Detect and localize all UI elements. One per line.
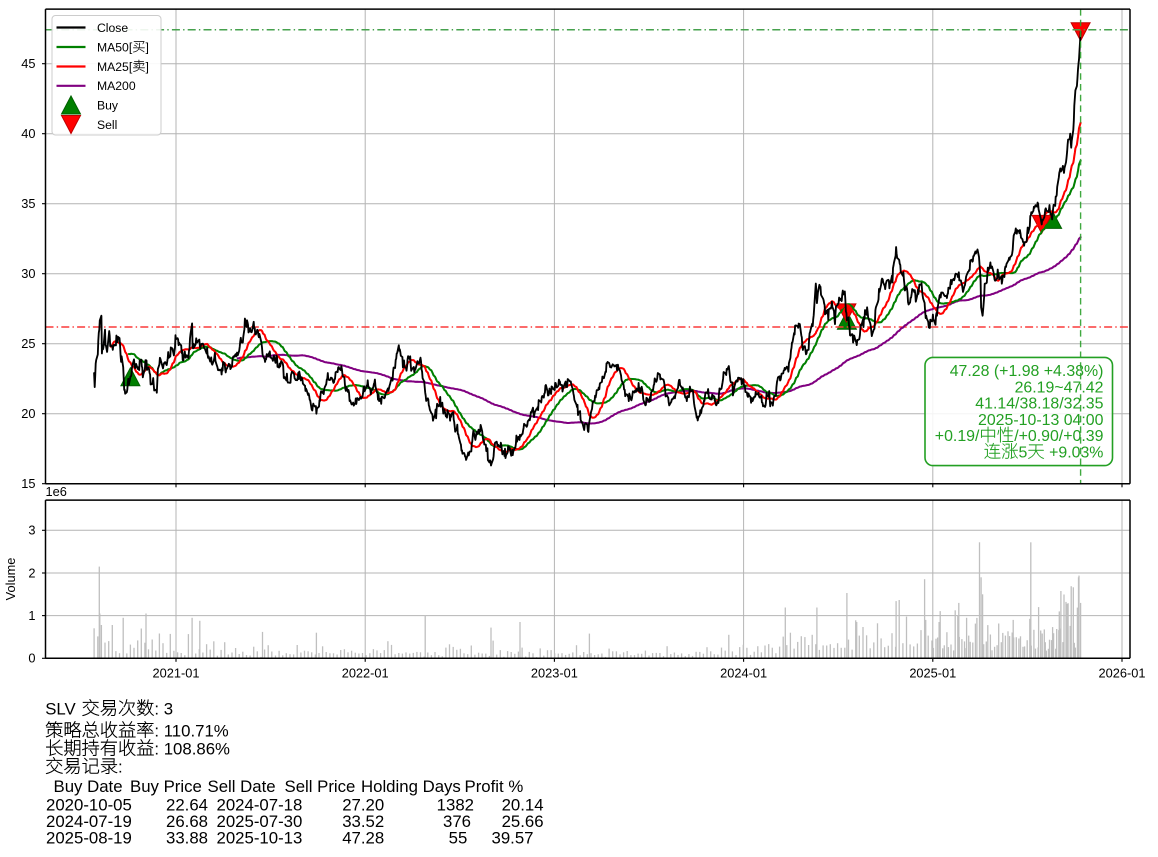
svg-text:]: ] — [146, 40, 149, 54]
svg-text:+9.03%: +9.03% — [1045, 445, 1104, 462]
svg-text:MA25[: MA25[ — [97, 60, 133, 74]
svg-text:2024-01: 2024-01 — [720, 666, 767, 681]
svg-text:55: 55 — [449, 829, 468, 848]
svg-text:Buy Date: Buy Date — [54, 777, 123, 796]
svg-text:: 3: : 3 — [154, 700, 173, 719]
svg-text:2022-01: 2022-01 — [342, 666, 389, 681]
svg-text::: : — [118, 758, 123, 777]
svg-text:SLV: SLV — [45, 700, 80, 719]
svg-text:2020-10-05: 2020-10-05 — [46, 796, 132, 815]
svg-text:47.28 (+1.98 +4.38%): 47.28 (+1.98 +4.38%) — [950, 363, 1104, 380]
svg-text:25.66: 25.66 — [502, 812, 544, 831]
svg-text:26.19~47.42: 26.19~47.42 — [1015, 379, 1104, 396]
svg-text:Sell: Sell — [97, 118, 117, 132]
svg-text:40: 40 — [21, 126, 35, 141]
svg-text:Close: Close — [97, 21, 128, 35]
svg-text:: 110.71%: : 110.71% — [154, 722, 228, 741]
svg-text:/+0.90/+0.39: /+0.90/+0.39 — [1014, 428, 1103, 445]
svg-text:2025-10-13: 2025-10-13 — [217, 829, 303, 848]
svg-text:35: 35 — [21, 196, 35, 211]
svg-text:]: ] — [146, 60, 149, 74]
svg-text:2023-01: 2023-01 — [531, 666, 578, 681]
svg-text:2025-10-13 04:00: 2025-10-13 04:00 — [978, 412, 1104, 429]
svg-text:Volume: Volume — [3, 558, 18, 601]
svg-text:27.20: 27.20 — [342, 796, 384, 815]
svg-text:45: 45 — [21, 56, 35, 71]
svg-text:MA200: MA200 — [97, 79, 136, 93]
svg-text:MA50[: MA50[ — [97, 40, 133, 54]
svg-text:376: 376 — [443, 812, 471, 831]
svg-text:2024-07-18: 2024-07-18 — [217, 796, 303, 815]
svg-text:0: 0 — [28, 651, 35, 666]
svg-text:: 108.86%: : 108.86% — [154, 740, 230, 759]
svg-text:Sell Price: Sell Price — [285, 777, 356, 796]
svg-text:2025-01: 2025-01 — [909, 666, 956, 681]
svg-text:Buy: Buy — [97, 98, 119, 112]
svg-text:Buy Price: Buy Price — [130, 777, 202, 796]
svg-text:47.28: 47.28 — [342, 829, 384, 848]
svg-text:1: 1 — [28, 608, 35, 623]
svg-text:15: 15 — [21, 476, 35, 491]
svg-text:5: 5 — [1019, 445, 1028, 462]
svg-text:Profit %: Profit % — [465, 777, 524, 796]
svg-text:20: 20 — [21, 406, 35, 421]
svg-text:2: 2 — [28, 565, 35, 580]
svg-text:33.52: 33.52 — [342, 812, 384, 831]
svg-text:2025-08-19: 2025-08-19 — [46, 829, 132, 848]
svg-text:41.14/38.18/32.35: 41.14/38.18/32.35 — [975, 396, 1103, 413]
svg-text:+0.19/: +0.19/ — [935, 428, 980, 445]
svg-text:1e6: 1e6 — [46, 484, 67, 499]
svg-text:30: 30 — [21, 266, 35, 281]
svg-text:20.14: 20.14 — [502, 796, 544, 815]
svg-text:2021-01: 2021-01 — [153, 666, 200, 681]
svg-text:22.64: 22.64 — [166, 796, 208, 815]
svg-text:39.57: 39.57 — [492, 829, 534, 848]
svg-text:33.88: 33.88 — [166, 829, 208, 848]
svg-text:Holding Days: Holding Days — [361, 777, 461, 796]
svg-text:Sell Date: Sell Date — [208, 777, 276, 796]
svg-text:25: 25 — [21, 336, 35, 351]
svg-text:3: 3 — [28, 523, 35, 538]
svg-text:1382: 1382 — [437, 796, 474, 815]
svg-text:2025-07-30: 2025-07-30 — [217, 812, 303, 831]
svg-text:26.68: 26.68 — [166, 812, 208, 831]
svg-text:2024-07-19: 2024-07-19 — [46, 812, 132, 831]
svg-text:2026-01: 2026-01 — [1099, 666, 1146, 681]
